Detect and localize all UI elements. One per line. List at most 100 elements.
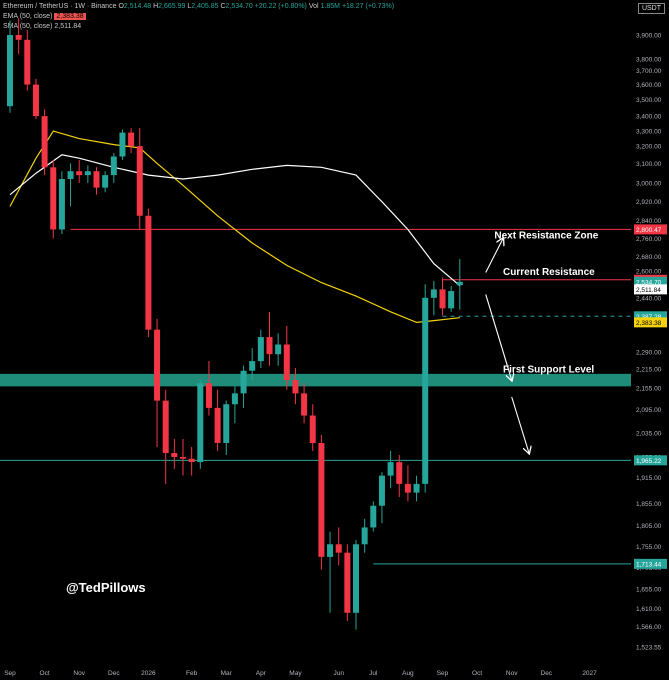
- candle[interactable]: [180, 457, 186, 459]
- sma-value: 2,511.84: [54, 23, 82, 30]
- candle[interactable]: [110, 156, 117, 176]
- candle[interactable]: [249, 361, 256, 371]
- candle[interactable]: [32, 84, 39, 117]
- candle[interactable]: [361, 527, 368, 545]
- currency-button[interactable]: USDT: [637, 3, 665, 14]
- candle[interactable]: [214, 407, 221, 443]
- candle[interactable]: [205, 383, 212, 408]
- ema-legend[interactable]: EMA (50, close) 2,383.38: [3, 13, 86, 20]
- price-badge[interactable]: [634, 317, 667, 328]
- y-tick-label: 1,610.00: [636, 606, 662, 613]
- x-tick-label: Feb: [186, 670, 198, 677]
- candle[interactable]: [76, 171, 83, 176]
- candle[interactable]: [119, 132, 126, 157]
- y-tick-label: 1,523.55: [636, 645, 662, 652]
- candle[interactable]: [448, 291, 455, 309]
- x-tick-label: Oct: [472, 670, 482, 677]
- candle[interactable]: [387, 462, 394, 476]
- candle[interactable]: [145, 215, 152, 330]
- x-tick-label: Aug: [402, 670, 414, 677]
- candle[interactable]: [136, 146, 143, 216]
- support-band[interactable]: [0, 373, 631, 387]
- sma-line[interactable]: [9, 154, 461, 287]
- y-tick-label: 1,755.00: [636, 544, 662, 551]
- candle[interactable]: [67, 171, 74, 180]
- y-tick-label: 1,805.00: [636, 523, 662, 530]
- y-tick-label: 3,300.00: [636, 129, 662, 136]
- candle[interactable]: [197, 383, 204, 463]
- candle[interactable]: [7, 35, 13, 107]
- x-tick-label: Dec: [108, 670, 120, 677]
- y-tick-label: 2,920.00: [636, 199, 662, 206]
- candle[interactable]: [171, 453, 178, 458]
- y-tick-label: 2,440.00: [636, 295, 662, 302]
- y-tick-label: 3,800.00: [636, 57, 662, 64]
- x-tick-label: Apr: [256, 670, 267, 677]
- candle[interactable]: [301, 393, 308, 416]
- y-tick-label: 1,855.00: [636, 501, 662, 508]
- y-tick-label: 1,915.00: [636, 475, 662, 482]
- x-tick-label: 2027: [582, 670, 597, 677]
- y-tick-label: 3,500.00: [636, 97, 662, 104]
- candle[interactable]: [370, 505, 377, 528]
- candle[interactable]: [266, 337, 273, 355]
- candle[interactable]: [128, 132, 135, 147]
- candle[interactable]: [58, 179, 65, 230]
- x-tick-label: Oct: [40, 670, 50, 677]
- ema-line[interactable]: [9, 130, 460, 324]
- candle[interactable]: [404, 483, 411, 493]
- candle[interactable]: [154, 329, 161, 401]
- x-tick-label: Sep: [437, 670, 449, 677]
- candle[interactable]: [41, 116, 48, 168]
- candle[interactable]: [309, 415, 316, 443]
- candle[interactable]: [430, 289, 437, 298]
- price-badge[interactable]: [634, 311, 667, 322]
- candle[interactable]: [15, 35, 22, 40]
- price-badge[interactable]: [634, 558, 667, 569]
- candle[interactable]: [257, 337, 264, 362]
- candle[interactable]: [396, 462, 403, 484]
- candle[interactable]: [344, 552, 351, 613]
- candle[interactable]: [93, 171, 100, 188]
- candle[interactable]: [292, 380, 299, 394]
- candle[interactable]: [413, 483, 420, 493]
- sma-legend[interactable]: SMA (50, close) 2,511.84: [3, 23, 82, 30]
- candle[interactable]: [188, 458, 195, 463]
- candle[interactable]: [422, 297, 429, 484]
- price-badge-text: 2,383.38: [636, 320, 662, 327]
- ema-value: 2,383.38: [54, 13, 86, 20]
- candle[interactable]: [102, 175, 109, 188]
- candle[interactable]: [240, 370, 247, 394]
- candle[interactable]: [162, 400, 169, 454]
- candle[interactable]: [84, 171, 91, 176]
- price-badge[interactable]: [634, 284, 667, 295]
- candle[interactable]: [353, 544, 359, 613]
- candle[interactable]: [327, 544, 334, 557]
- candle[interactable]: [50, 167, 57, 230]
- candle[interactable]: [231, 393, 238, 405]
- x-tick-label: Mar: [221, 670, 233, 677]
- candle[interactable]: [335, 544, 342, 553]
- candle[interactable]: [223, 404, 230, 443]
- price-badge[interactable]: [634, 455, 667, 466]
- y-tick-label: 3,000.00: [636, 180, 662, 187]
- candle[interactable]: [283, 344, 290, 381]
- y-tick-label: 3,900.00: [636, 33, 662, 40]
- candle[interactable]: [318, 443, 325, 557]
- y-tick-label: 1,655.00: [636, 587, 662, 594]
- x-tick-label: Jun: [333, 670, 344, 677]
- candle[interactable]: [275, 344, 282, 355]
- annotation-arrow-0: [485, 238, 503, 273]
- annotation-arrow-2: [511, 396, 529, 453]
- price-badge[interactable]: [634, 276, 667, 287]
- candle[interactable]: [439, 289, 446, 309]
- candle[interactable]: [24, 39, 31, 85]
- chart-header: Ethereum / TetherUS · 1W · Binance O2,51…: [3, 2, 394, 12]
- ohlc-low: L2,405.85: [187, 3, 219, 10]
- candle[interactable]: [456, 281, 463, 286]
- annotation-label-1: Current Resistance: [503, 267, 595, 278]
- price-badge[interactable]: [634, 224, 667, 235]
- candle[interactable]: [378, 475, 385, 506]
- y-tick-label: 3,400.00: [636, 114, 662, 121]
